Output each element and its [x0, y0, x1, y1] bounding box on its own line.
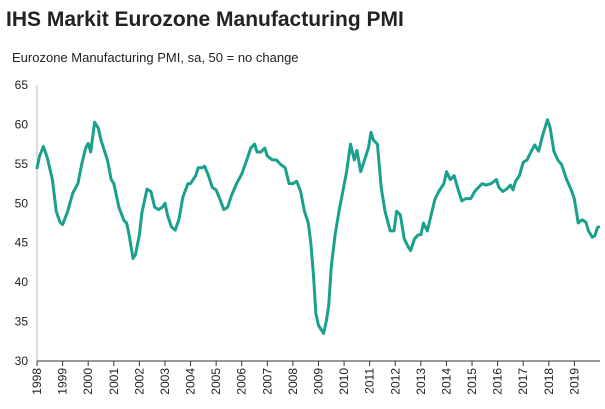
x-tick-label: 2001 [107, 368, 121, 395]
line-series [35, 118, 601, 335]
y-tick-label: 60 [15, 117, 29, 131]
x-tick-label: 2003 [158, 368, 172, 395]
x-tick-label: 2010 [337, 368, 351, 395]
x-tick-label: 2015 [465, 368, 479, 395]
x-tick-label: 2019 [567, 368, 581, 395]
y-tick-label: 40 [15, 275, 29, 289]
y-tick-label: 45 [15, 236, 29, 250]
chart-subtitle: Eurozone Manufacturing PMI, sa, 50 = no … [12, 50, 299, 65]
chart-title: IHS Markit Eurozone Manufacturing PMI [6, 8, 404, 31]
x-tick-label: 2004 [184, 368, 198, 395]
x-tick-label: 2000 [81, 368, 95, 395]
x-tick-label: 2009 [312, 368, 326, 395]
x-tick-label: 1998 [30, 368, 44, 395]
x-tick-label: 2006 [235, 368, 249, 395]
y-tick-label: 30 [15, 354, 29, 368]
x-tick-label: 2011 [363, 368, 377, 394]
x-tick-label: 2014 [439, 368, 453, 395]
x-tick-label: 2007 [260, 368, 274, 395]
x-tick-label: 2016 [491, 368, 505, 395]
x-tick-label: 2002 [132, 368, 146, 395]
x-tick-label: 1999 [56, 368, 70, 395]
y-tick-label: 35 [15, 315, 29, 329]
x-tick-label: 2005 [209, 368, 223, 395]
y-tick-label: 55 [15, 157, 29, 171]
y-tick-label: 50 [15, 196, 29, 210]
x-tick-label: 2012 [388, 368, 402, 395]
y-tick-label: 65 [15, 78, 29, 92]
x-tick-label: 2017 [516, 368, 530, 395]
x-tick-label: 2013 [414, 368, 428, 395]
x-tick-label: 2018 [542, 368, 556, 395]
x-tick-label: 2008 [286, 368, 300, 395]
